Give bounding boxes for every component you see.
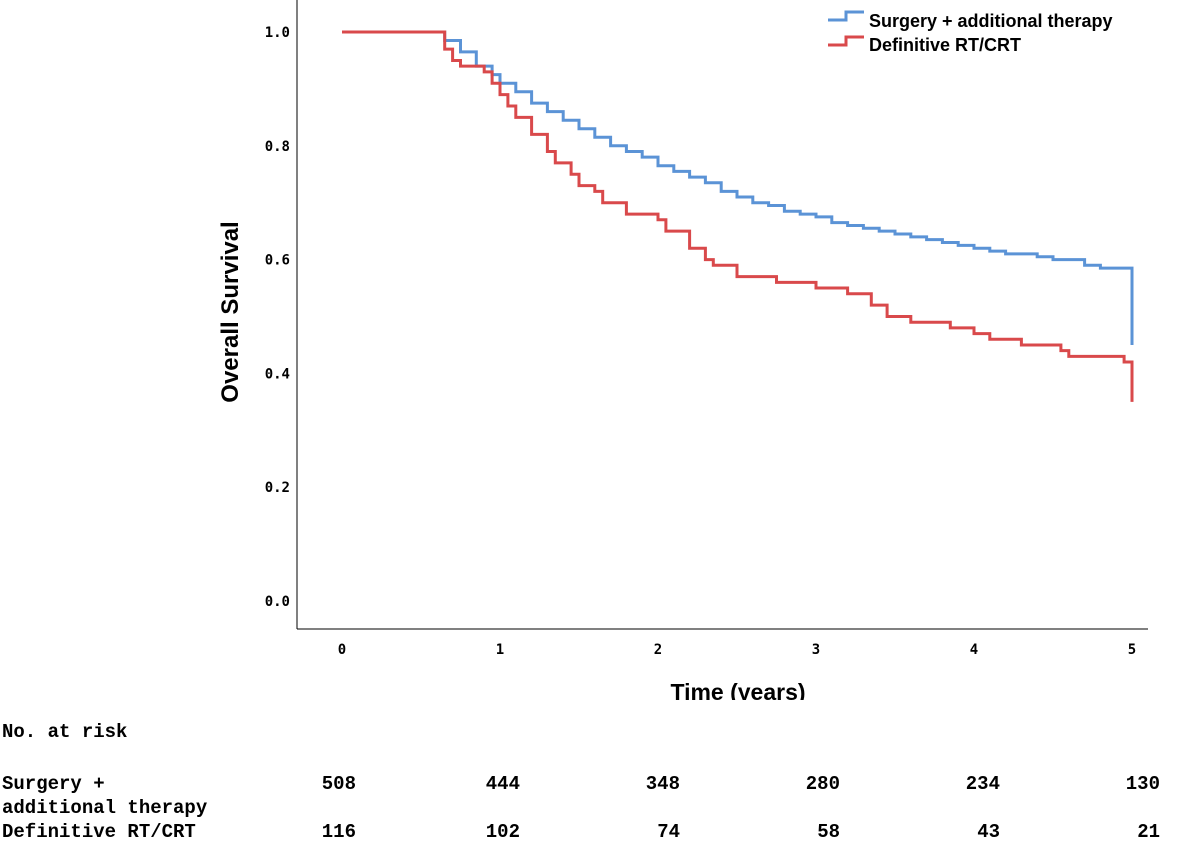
risk-row-label-rt: Definitive RT/CRT (2, 821, 196, 843)
x-tick-label: 0 (338, 642, 346, 658)
x-tick-label: 4 (970, 642, 978, 658)
risk-value: 280 (805, 773, 840, 795)
risk-row-label-surgery-2: additional therapy (2, 797, 208, 819)
x-tick-label: 3 (812, 642, 820, 658)
risk-value: 348 (645, 773, 680, 795)
survival-curve-surgery (342, 30, 1134, 345)
risk-value: 102 (485, 821, 520, 843)
risk-value: 130 (1125, 773, 1160, 795)
risk-value: 444 (485, 773, 520, 795)
y-tick-label: 0.8 (265, 139, 290, 155)
x-tick-label: 1 (496, 642, 504, 658)
risk-value: 116 (321, 821, 356, 843)
y-tick-label: 0.0 (265, 594, 290, 610)
risk-value: 58 (817, 821, 840, 843)
legend-swatch-surgery (828, 10, 864, 22)
survival-chart: 0.0 0.2 0.4 0.6 0.8 1.0 0 1 2 3 4 5 Overall Surviv… (217, 0, 1148, 700)
legend-label-surgery: Surgery + additional therapy (869, 11, 1113, 31)
y-tick-label: 0.2 (265, 480, 290, 496)
x-axis-label: Time (years) (670, 679, 805, 700)
x-tick-label: 5 (1128, 642, 1136, 658)
y-tick-label: 0.6 (265, 253, 290, 269)
y-tick-label: 0.4 (265, 366, 290, 382)
y-tick-label: 1.0 (265, 25, 290, 41)
risk-value: 43 (977, 821, 1000, 843)
risk-row-label-surgery-1: Surgery + (2, 773, 105, 795)
legend: Surgery + additional therapy Definitive … (828, 10, 1113, 55)
risk-value: 508 (321, 773, 356, 795)
risk-table-title: No. at risk (2, 721, 128, 743)
y-axis-label: Overall Survival (217, 221, 244, 402)
x-tick-label: 2 (654, 642, 662, 658)
risk-value: 21 (1137, 821, 1160, 843)
legend-label-rt: Definitive RT/CRT (869, 35, 1021, 55)
risk-value: 74 (657, 821, 680, 843)
risk-value: 234 (965, 773, 1000, 795)
survival-curve-rt-crt (342, 30, 1134, 402)
legend-swatch-rt (828, 35, 864, 47)
